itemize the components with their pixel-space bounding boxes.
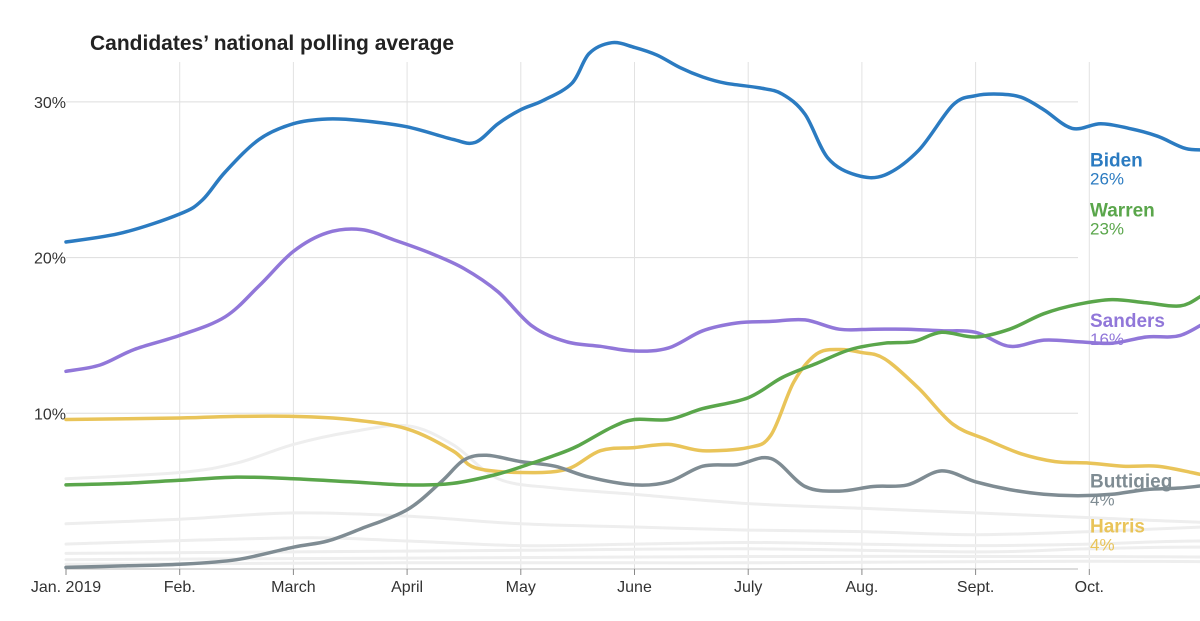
x-tick-label: Jan. 2019	[31, 579, 101, 596]
x-tick-label: Oct.	[1075, 579, 1104, 596]
end-value-biden: 26%	[1090, 170, 1124, 189]
x-tick-label: March	[271, 579, 315, 596]
background-candidate-lines	[64, 423, 1200, 566]
x-tick-label: Feb.	[164, 579, 196, 596]
y-tick-label: 20%	[34, 251, 66, 268]
end-value-buttigieg: 4%	[1090, 490, 1115, 509]
end-value-harris: 4%	[1090, 536, 1115, 555]
line-end-labels: Harris4%Buttigieg4%Sanders16%Warren23%Bi…	[1090, 151, 1172, 555]
line-biden	[64, 40, 1200, 244]
line-harris	[64, 347, 1200, 477]
x-tick-label: June	[617, 579, 652, 596]
x-tick-label: Aug.	[845, 579, 878, 596]
end-label-warren: Warren	[1090, 200, 1155, 221]
end-value-warren: 23%	[1090, 219, 1124, 238]
x-tick-label: Sept.	[957, 579, 994, 596]
chart-title: Candidates’ national polling average	[90, 32, 454, 55]
x-axis-ticks: Jan. 2019 Feb. March April May June July Aug. Se…	[31, 569, 1104, 596]
y-tick-label: 10%	[34, 406, 66, 423]
y-tick-label: 30%	[34, 95, 66, 112]
line-other-1	[64, 423, 1200, 524]
end-label-harris: Harris	[1090, 517, 1145, 538]
line-other-4	[64, 545, 1200, 555]
end-value-sanders: 16%	[1090, 330, 1124, 349]
x-tick-label: April	[391, 579, 423, 596]
line-buttigieg	[64, 453, 1200, 570]
gridlines	[66, 62, 1090, 570]
line-other-2	[64, 511, 1200, 537]
y-axis-ticks: 10% 20% 30%	[34, 95, 66, 423]
line-sanders	[64, 227, 1200, 374]
line-other-3	[64, 536, 1200, 548]
end-label-biden: Biden	[1090, 151, 1143, 172]
end-label-sanders: Sanders	[1090, 311, 1165, 332]
line-other-6	[64, 559, 1200, 566]
line-warren	[64, 294, 1200, 487]
end-label-buttigieg: Buttigieg	[1090, 471, 1172, 492]
x-tick-label: May	[506, 579, 536, 596]
x-tick-label: July	[734, 579, 762, 596]
highlighted-candidate-lines	[64, 40, 1200, 570]
line-other-5	[64, 554, 1200, 562]
